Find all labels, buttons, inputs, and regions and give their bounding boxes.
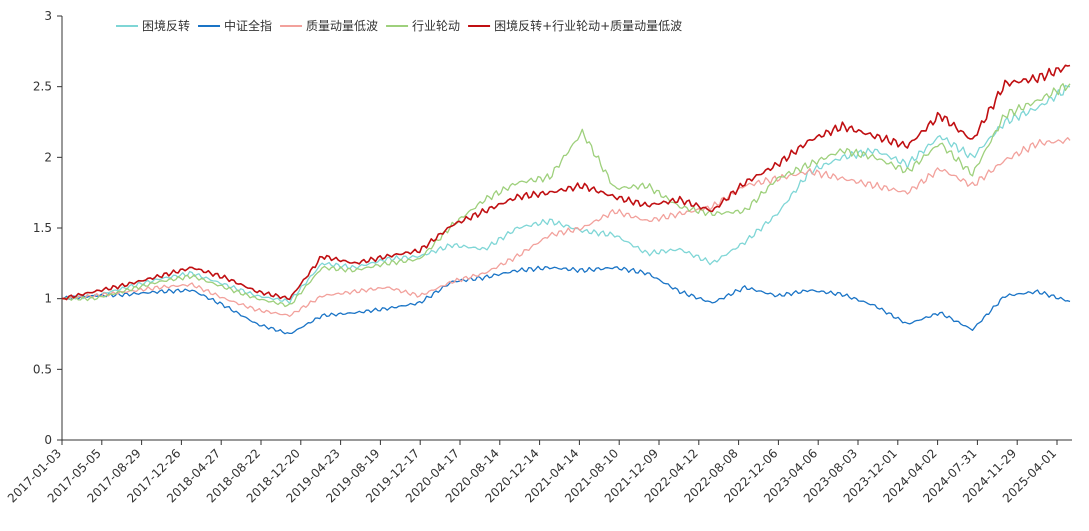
legend-label: 困境反转 — [142, 18, 190, 33]
legend-label: 质量动量低波 — [306, 19, 378, 33]
series-line-2 — [61, 137, 1071, 318]
y-tick-label: 1 — [44, 292, 52, 306]
legend: 困境反转 中证全指 质量动量低波 行业轮动 困境反转+行业轮动+质量动量低波 — [116, 18, 682, 33]
series-layer — [61, 64, 1071, 335]
x-axis: 2017-01-032017-05-052017-08-292017-12-26… — [5, 439, 1072, 505]
legend-label: 中证全指 — [224, 18, 272, 33]
y-tick-label: 1.5 — [33, 221, 52, 235]
legend-label: 困境反转+行业轮动+质量动量低波 — [494, 18, 682, 33]
y-tick-label: 3 — [44, 9, 52, 23]
y-tick-label: 2.5 — [33, 80, 52, 94]
y-tick-label: 0.5 — [33, 362, 52, 376]
y-tick-label: 2 — [44, 150, 52, 164]
legend-label: 行业轮动 — [412, 19, 460, 33]
series-line-0 — [61, 84, 1071, 305]
series-line-3 — [61, 83, 1071, 308]
y-tick-label: 0 — [44, 433, 52, 447]
series-line-1 — [61, 265, 1071, 335]
y-axis: 0 0.5 1 1.5 2 2.5 3 — [33, 9, 63, 447]
series-line-4 — [61, 64, 1071, 301]
